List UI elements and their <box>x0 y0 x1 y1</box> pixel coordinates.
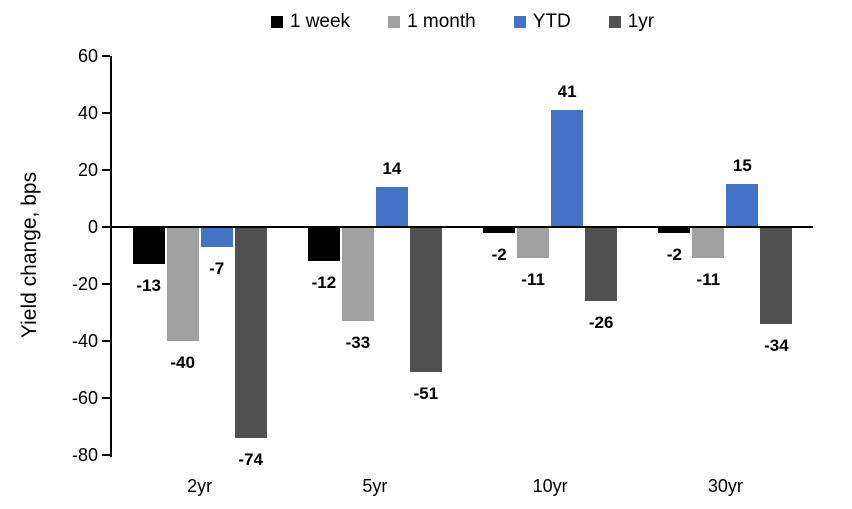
y-tick-label: -80 <box>71 445 98 465</box>
legend-item-1-month: 1 month <box>388 11 476 33</box>
value-label: 41 <box>557 82 577 102</box>
legend-label: 1 month <box>407 11 476 32</box>
value-label: -12 <box>311 273 337 293</box>
bar-1yr-5yr <box>409 227 442 373</box>
y-tick-mark <box>102 169 110 171</box>
y-tick-mark <box>102 283 110 285</box>
bar-YTD-2yr <box>200 227 233 247</box>
value-label: -13 <box>136 276 161 296</box>
value-label: -11 <box>696 270 721 290</box>
value-label: -40 <box>170 353 195 372</box>
y-axis-title: Yield change, bps <box>18 171 41 339</box>
value-label: -34 <box>764 335 789 355</box>
y-tick-mark <box>102 454 110 456</box>
value-label: 14 <box>382 159 402 179</box>
y-axis-line <box>110 56 112 457</box>
y-tick-label: 20 <box>77 160 98 180</box>
legend-item-YTD: YTD <box>513 11 571 33</box>
legend-item-1yr: 1yr <box>608 11 655 33</box>
bar-YTD-5yr <box>375 187 408 227</box>
plot-area: 60 40 20 0 -20 -40 -60 -80 -13 -40 -7 -74 2yr -12 -33 1… <box>72 46 813 496</box>
legend-item-1-week: 1 week <box>270 11 351 33</box>
y-tick-label: -60 <box>71 388 98 408</box>
bar-1yr-30yr <box>760 227 793 324</box>
y-tick-label: -40 <box>71 331 98 351</box>
y-tick-label: 60 <box>77 46 98 66</box>
y-tick-mark <box>102 226 110 228</box>
y-tick-mark <box>102 55 110 57</box>
bar-1yr-10yr <box>585 227 618 302</box>
bar-1-week-30yr <box>658 227 691 233</box>
y-tick-label: -20 <box>71 274 98 294</box>
legend-swatch-icon <box>270 16 283 28</box>
value-label: -7 <box>209 258 225 278</box>
value-label: -51 <box>413 384 439 404</box>
legend-label: YTD <box>532 11 571 32</box>
x-category-label: 10yr <box>532 476 568 496</box>
y-tick-label: 40 <box>77 103 98 123</box>
value-label: -26 <box>588 313 614 333</box>
bar-1-month-2yr <box>166 227 199 341</box>
bar-1-month-5yr <box>341 227 374 322</box>
chart-legend: 1 week 1 month YTD 1yr <box>112 8 813 36</box>
bar-YTD-10yr <box>551 110 584 227</box>
y-tick-mark <box>102 397 110 399</box>
bar-1-month-30yr <box>692 227 725 259</box>
value-label: -2 <box>491 244 507 264</box>
bar-1yr-2yr <box>234 227 267 438</box>
y-tick-mark <box>102 340 110 342</box>
x-category-label: 5yr <box>362 476 388 496</box>
legend-label: 1yr <box>627 11 655 32</box>
y-tick-mark <box>102 112 110 114</box>
bar-YTD-30yr <box>726 184 759 227</box>
y-tick-label: 0 <box>87 217 98 237</box>
x-category-label: 2yr <box>187 476 213 496</box>
value-label: 15 <box>732 156 752 176</box>
x-category-label: 30yr <box>707 476 743 496</box>
value-label: -74 <box>238 449 263 469</box>
bar-1-week-5yr <box>307 227 340 262</box>
value-label: -33 <box>345 333 371 353</box>
legend-swatch-icon <box>388 16 401 28</box>
legend-swatch-icon <box>513 16 526 28</box>
zero-baseline <box>112 226 813 228</box>
bar-1-week-10yr <box>483 227 516 233</box>
legend-label: 1 week <box>289 11 351 32</box>
bar-1-week-2yr <box>132 227 165 265</box>
bar-1-month-10yr <box>517 227 550 259</box>
legend-swatch-icon <box>608 16 621 28</box>
value-label: -11 <box>521 270 545 290</box>
value-label: -2 <box>666 244 682 264</box>
